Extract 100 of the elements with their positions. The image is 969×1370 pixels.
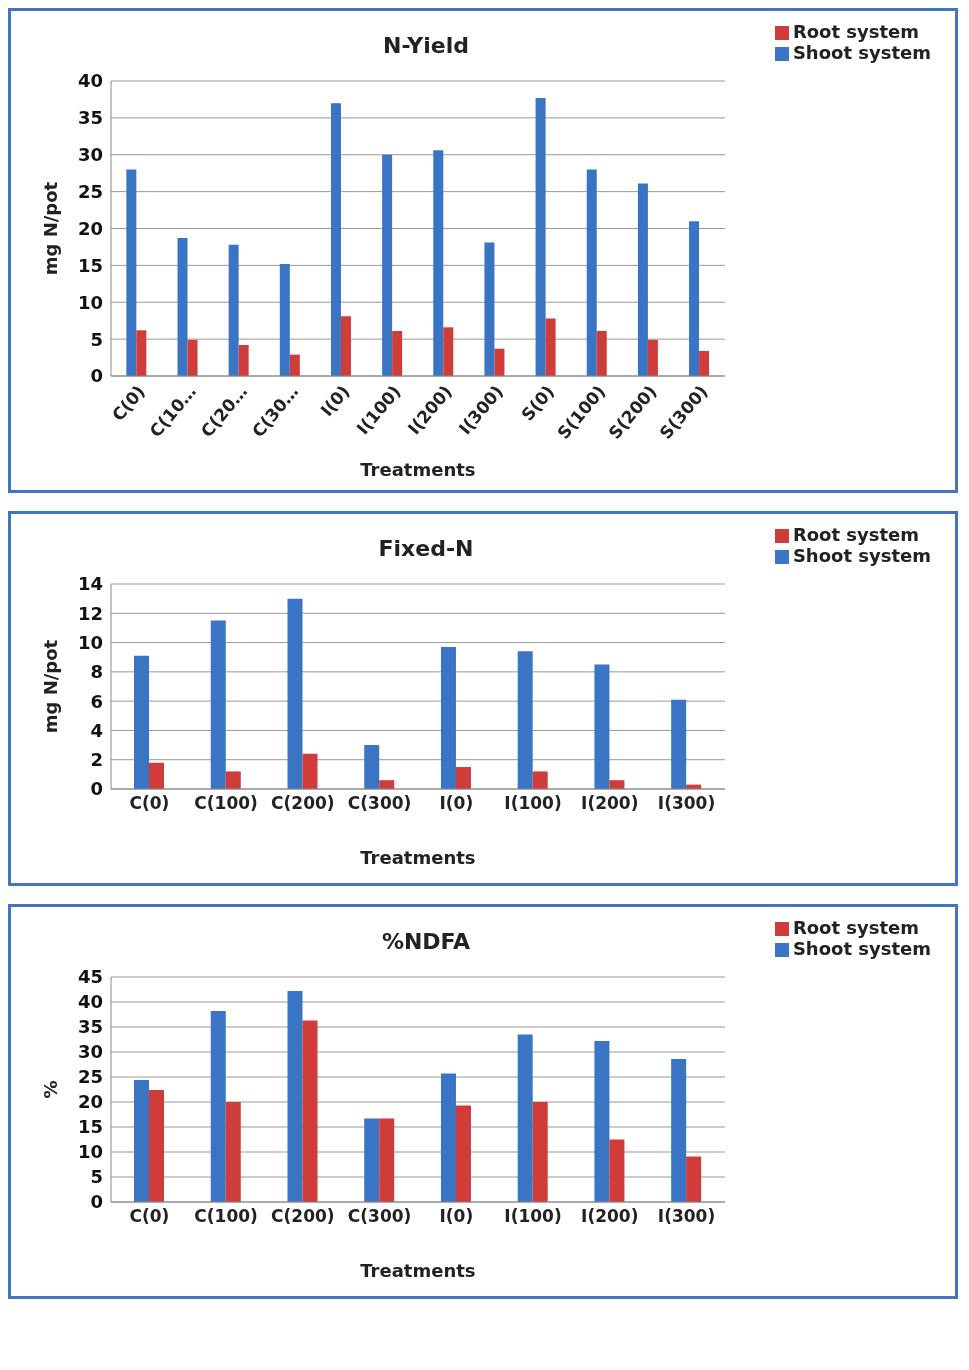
- y-tick-label: 10: [77, 631, 103, 653]
- y-tick-label: 5: [90, 1166, 103, 1188]
- bar: [671, 699, 687, 789]
- bar: [686, 1156, 702, 1202]
- x-tick-label: I(100): [504, 1206, 562, 1227]
- bar: [699, 350, 710, 376]
- bar: [637, 183, 648, 376]
- chart-title: N-Yield: [383, 33, 469, 58]
- bar: [455, 767, 471, 789]
- y-tick-label: 10: [77, 1141, 103, 1163]
- bar: [455, 1105, 471, 1202]
- y-tick-label: 20: [77, 1091, 103, 1113]
- bar: [287, 991, 303, 1202]
- bar: [433, 150, 444, 376]
- y-tick-label: 0: [90, 778, 103, 800]
- x-tick-label: I(0): [439, 1206, 474, 1227]
- legend-label: Root system: [792, 21, 920, 42]
- legend-label: Shoot system: [792, 42, 931, 63]
- x-tick-label: I(300): [657, 793, 716, 814]
- bar: [379, 1118, 395, 1202]
- y-tick-label: 12: [77, 602, 103, 624]
- bar: [330, 103, 341, 376]
- y-tick-label: 0: [90, 365, 103, 387]
- x-axis-title: Treatments: [360, 1260, 476, 1281]
- y-tick-label: 45: [77, 966, 103, 988]
- legend-label: Shoot system: [792, 545, 931, 566]
- y-tick-label: 0: [90, 1191, 103, 1213]
- bar: [279, 263, 290, 376]
- x-tick-label: C(0): [129, 793, 170, 814]
- bar: [302, 753, 318, 789]
- x-tick-label: I(0): [439, 793, 474, 814]
- bar: [149, 1090, 165, 1202]
- bar: [532, 1102, 548, 1202]
- bar: [545, 318, 556, 376]
- bar: [134, 655, 150, 789]
- bar: [126, 169, 137, 376]
- bar: [225, 771, 241, 789]
- bar: [671, 1059, 687, 1202]
- bar: [440, 646, 456, 789]
- bar: [187, 339, 198, 376]
- y-tick-label: 2: [90, 749, 103, 771]
- y-tick-label: 8: [90, 661, 103, 683]
- y-tick-label: 6: [90, 690, 103, 712]
- bar: [647, 339, 658, 376]
- bar: [392, 331, 403, 376]
- y-tick-label: 10: [77, 291, 103, 313]
- bar: [302, 1020, 318, 1202]
- bar: [364, 745, 380, 789]
- y-tick-label: 5: [90, 328, 103, 350]
- y-tick-label: 25: [77, 1066, 103, 1088]
- bar: [136, 330, 147, 376]
- bar: [586, 169, 597, 376]
- x-tick-label: I(300): [657, 1206, 716, 1227]
- x-tick-label: C(200): [271, 793, 335, 814]
- bar: [134, 1080, 150, 1202]
- legend-label: Shoot system: [792, 938, 931, 959]
- x-tick-label: C(300): [347, 793, 412, 814]
- y-tick-label: 15: [77, 1116, 103, 1138]
- y-axis-title: mg N/pot: [40, 181, 62, 276]
- x-axis-title: Treatments: [360, 847, 476, 868]
- bar: [535, 97, 546, 376]
- bar: [228, 244, 239, 376]
- y-tick-label: 30: [77, 1041, 103, 1063]
- legend-label: Root system: [792, 917, 920, 938]
- y-tick-label: 14: [77, 573, 103, 595]
- y-tick-label: 40: [77, 991, 103, 1013]
- bar: [609, 780, 625, 789]
- legend-label: Root system: [792, 524, 920, 545]
- bar: [287, 598, 303, 789]
- bar: [149, 762, 165, 789]
- y-axis-title: %: [40, 1080, 62, 1099]
- bar: [289, 354, 300, 376]
- bar: [177, 238, 188, 376]
- bar: [210, 620, 226, 789]
- y-axis-title: mg N/pot: [40, 639, 62, 734]
- bar: [225, 1102, 241, 1202]
- y-tick-label: 4: [90, 719, 103, 741]
- x-tick-label: I(200): [581, 1206, 639, 1227]
- bar: [494, 348, 505, 376]
- bar: [238, 345, 249, 376]
- bar: [379, 780, 395, 789]
- bar: [609, 1139, 625, 1202]
- bar: [594, 1041, 610, 1202]
- x-tick-label: C(100): [194, 1206, 258, 1227]
- bar: [517, 651, 533, 789]
- bar: [364, 1118, 380, 1202]
- bar: [532, 771, 548, 789]
- bar: [484, 242, 495, 376]
- bar: [443, 327, 454, 376]
- bar: [210, 1011, 226, 1202]
- x-axis-title: Treatments: [360, 459, 476, 480]
- bar: [517, 1034, 533, 1202]
- y-tick-label: 40: [77, 70, 103, 92]
- x-tick-label: C(0): [129, 1206, 170, 1227]
- y-tick-label: 30: [77, 144, 103, 166]
- chart-title: %NDFA: [381, 929, 471, 954]
- chart-title: Fixed-N: [378, 536, 474, 561]
- y-tick-label: 15: [77, 254, 103, 276]
- x-tick-label: C(300): [347, 1206, 412, 1227]
- bar: [340, 316, 351, 376]
